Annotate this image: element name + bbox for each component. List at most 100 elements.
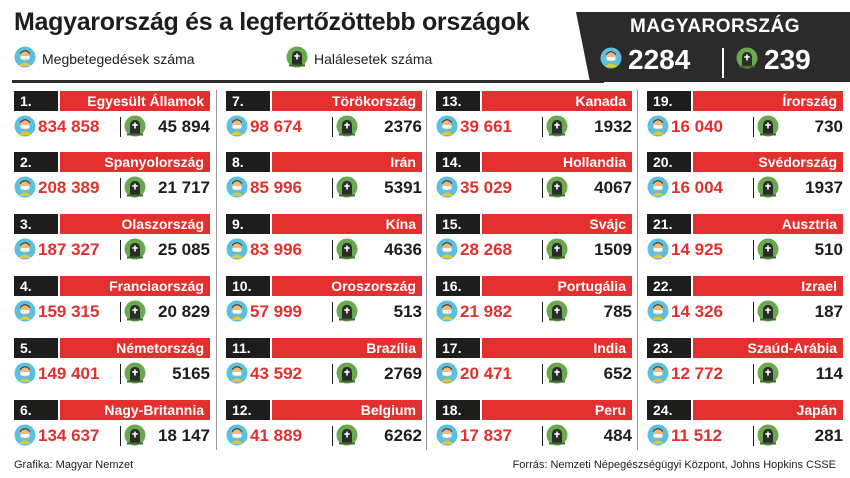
cases-value: 43 592 xyxy=(250,364,302,383)
legend-cases-label: Megbetegedések száma xyxy=(42,50,195,67)
country-rank: 21. xyxy=(647,214,691,234)
stat-divider xyxy=(332,117,333,137)
country-header: 17. India xyxy=(436,338,632,358)
country-card: 16. Portugália 21 982 785 xyxy=(436,276,632,326)
hungary-label: MAGYARORSZÁG xyxy=(630,16,800,37)
country-card: 1. Egyesült Államok 834 858 45 894 xyxy=(14,91,210,141)
person-mask-icon xyxy=(436,115,458,141)
stat-divider xyxy=(120,117,121,137)
country-rank: 19. xyxy=(647,91,691,111)
country-rank: 12. xyxy=(226,400,270,420)
deaths-value: 187 xyxy=(814,302,843,321)
stat-divider xyxy=(120,302,121,322)
stat-divider xyxy=(753,117,754,137)
gravestone-icon xyxy=(124,300,146,326)
deaths-value: 652 xyxy=(603,364,632,383)
country-rank: 16. xyxy=(436,276,480,296)
cases-value: 14 326 xyxy=(671,302,723,321)
country-card: 4. Franciaország 159 315 20 829 xyxy=(14,276,210,326)
person-mask-icon xyxy=(436,300,458,326)
deaths-value: 1937 xyxy=(805,178,843,197)
country-card: 13. Kanada 39 661 1932 xyxy=(436,91,632,141)
cases-value: 134 637 xyxy=(38,426,100,445)
gravestone-icon-slot xyxy=(124,300,146,327)
country-rank: 5. xyxy=(14,338,58,358)
gravestone-icon-slot xyxy=(336,115,358,142)
country-name: Izrael xyxy=(693,276,843,296)
country-stats: 187 327 25 085 xyxy=(14,238,210,262)
gravestone-icon-slot xyxy=(124,176,146,203)
gravestone-icon-slot xyxy=(336,176,358,203)
country-stats: 39 661 1932 xyxy=(436,115,632,139)
deaths-value: 2769 xyxy=(384,364,422,383)
stat-divider xyxy=(542,178,543,198)
person-mask-icon-slot xyxy=(647,115,669,142)
gravestone-icon xyxy=(546,115,568,141)
person-mask-icon xyxy=(436,176,458,202)
gravestone-icon-slot xyxy=(546,176,568,203)
cases-value: 35 029 xyxy=(460,178,512,197)
cases-value: 21 982 xyxy=(460,302,512,321)
person-mask-icon-slot xyxy=(14,300,36,327)
gravestone-icon xyxy=(336,300,358,326)
deaths-value: 5165 xyxy=(172,364,210,383)
person-mask-icon xyxy=(647,300,669,326)
person-mask-icon xyxy=(14,115,36,141)
country-card: 23. Szaúd-Arábia 12 772 114 xyxy=(647,338,843,388)
country-header: 3. Olaszország xyxy=(14,214,210,234)
country-stats: 21 982 785 xyxy=(436,300,632,324)
person-mask-icon xyxy=(226,362,248,388)
deaths-value: 45 894 xyxy=(158,117,210,136)
country-card: 10. Oroszország 57 999 513 xyxy=(226,276,422,326)
country-stats: 834 858 45 894 xyxy=(14,115,210,139)
gravestone-icon xyxy=(124,362,146,388)
gravestone-icon xyxy=(124,176,146,202)
gravestone-icon-slot xyxy=(757,176,779,203)
gravestone-icon-slot xyxy=(546,238,568,265)
cases-value: 39 661 xyxy=(460,117,512,136)
country-stats: 159 315 20 829 xyxy=(14,300,210,324)
stat-divider xyxy=(753,364,754,384)
gravestone-icon xyxy=(124,238,146,264)
person-mask-icon xyxy=(647,115,669,141)
person-mask-icon-slot xyxy=(14,362,36,389)
credit-text: Grafika: Magyar Nemzet xyxy=(14,459,134,471)
hungary-cases-value: 2284 xyxy=(628,44,691,75)
person-mask-icon-slot xyxy=(647,362,669,389)
person-mask-icon xyxy=(14,300,36,326)
gravestone-icon xyxy=(546,424,568,450)
deaths-value: 114 xyxy=(815,364,843,383)
country-stats: 208 389 21 717 xyxy=(14,176,210,200)
person-mask-icon-slot xyxy=(226,176,248,203)
country-rank: 13. xyxy=(436,91,480,111)
country-rank: 20. xyxy=(647,152,691,172)
person-mask-icon xyxy=(14,238,36,264)
country-rank: 9. xyxy=(226,214,270,234)
cases-value: 57 999 xyxy=(250,302,302,321)
country-rank: 10. xyxy=(226,276,270,296)
person-mask-icon-slot xyxy=(436,238,458,265)
person-mask-icon xyxy=(436,362,458,388)
hungary-cases: 2284 xyxy=(600,44,690,76)
country-rank: 4. xyxy=(14,276,58,296)
country-rank: 22. xyxy=(647,276,691,296)
gravestone-icon-slot xyxy=(757,238,779,265)
person-mask-icon xyxy=(14,46,36,71)
stat-divider xyxy=(753,302,754,322)
deaths-value: 484 xyxy=(603,426,632,445)
person-mask-icon-slot xyxy=(436,115,458,142)
stat-divider xyxy=(542,426,543,446)
person-mask-icon-slot xyxy=(14,238,36,265)
source-text: Forrás: Nemzeti Népegészségügyi Központ,… xyxy=(512,459,836,471)
country-rank: 11. xyxy=(226,338,270,358)
person-mask-icon xyxy=(226,115,248,141)
country-stats: 17 837 484 xyxy=(436,424,632,448)
country-name: Peru xyxy=(482,400,632,420)
country-name: Olaszország xyxy=(60,214,210,234)
deaths-value: 18 147 xyxy=(158,426,210,445)
country-rank: 14. xyxy=(436,152,480,172)
gravestone-icon-slot xyxy=(124,238,146,265)
country-stats: 16 004 1937 xyxy=(647,176,843,200)
legend-deaths: Halálesetek száma xyxy=(286,46,432,71)
country-header: 24. Japán xyxy=(647,400,843,420)
